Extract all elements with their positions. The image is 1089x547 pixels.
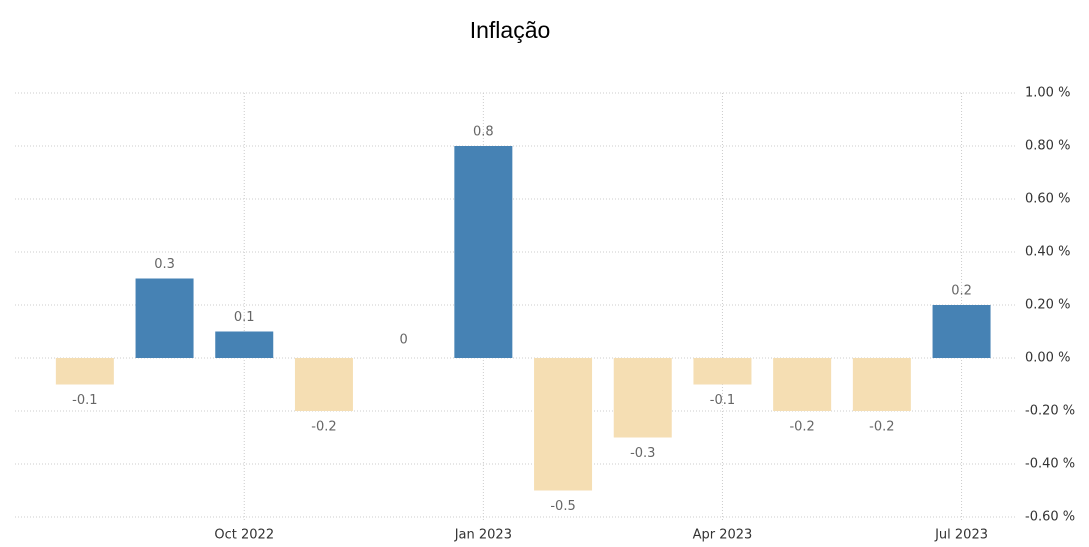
bar bbox=[773, 358, 832, 411]
y-tick-label: -0.60 % bbox=[1025, 510, 1075, 525]
x-tick-label: Jan 2023 bbox=[454, 528, 512, 543]
y-tick-label: 1.00 % bbox=[1025, 86, 1070, 101]
bar bbox=[534, 358, 593, 491]
bar bbox=[693, 358, 752, 385]
value-label: -0.1 bbox=[710, 393, 735, 408]
value-label: 0.3 bbox=[154, 257, 175, 272]
bar bbox=[135, 278, 194, 358]
x-tick-label: Apr 2023 bbox=[693, 528, 753, 543]
x-tick-label: Oct 2022 bbox=[214, 528, 274, 543]
bar bbox=[55, 358, 114, 385]
y-tick-label: -0.40 % bbox=[1025, 457, 1075, 472]
y-tick-label: 0.80 % bbox=[1025, 139, 1070, 154]
x-tick-label: Jul 2023 bbox=[934, 528, 988, 543]
y-tick-label: -0.20 % bbox=[1025, 404, 1075, 419]
value-label: -0.5 bbox=[550, 499, 575, 514]
y-tick-label: 0.00 % bbox=[1025, 351, 1070, 366]
value-label: -0.2 bbox=[869, 420, 894, 435]
y-tick-label: 0.60 % bbox=[1025, 192, 1070, 207]
chart-title: Inflação bbox=[470, 17, 551, 43]
bar bbox=[932, 305, 991, 358]
value-label: 0.8 bbox=[473, 125, 494, 140]
bar bbox=[454, 146, 513, 358]
value-label: -0.1 bbox=[72, 393, 97, 408]
y-tick-label: 0.20 % bbox=[1025, 298, 1070, 313]
bar bbox=[852, 358, 911, 411]
bar bbox=[294, 358, 353, 411]
y-tick-label: 0.40 % bbox=[1025, 245, 1070, 260]
value-label: 0.1 bbox=[234, 310, 255, 325]
value-label: 0 bbox=[400, 333, 408, 348]
bar bbox=[613, 358, 672, 438]
value-label: 0.2 bbox=[951, 284, 972, 299]
bar bbox=[215, 331, 274, 358]
value-label: -0.2 bbox=[311, 420, 336, 435]
value-label: -0.3 bbox=[630, 446, 655, 461]
value-label: -0.2 bbox=[789, 420, 814, 435]
